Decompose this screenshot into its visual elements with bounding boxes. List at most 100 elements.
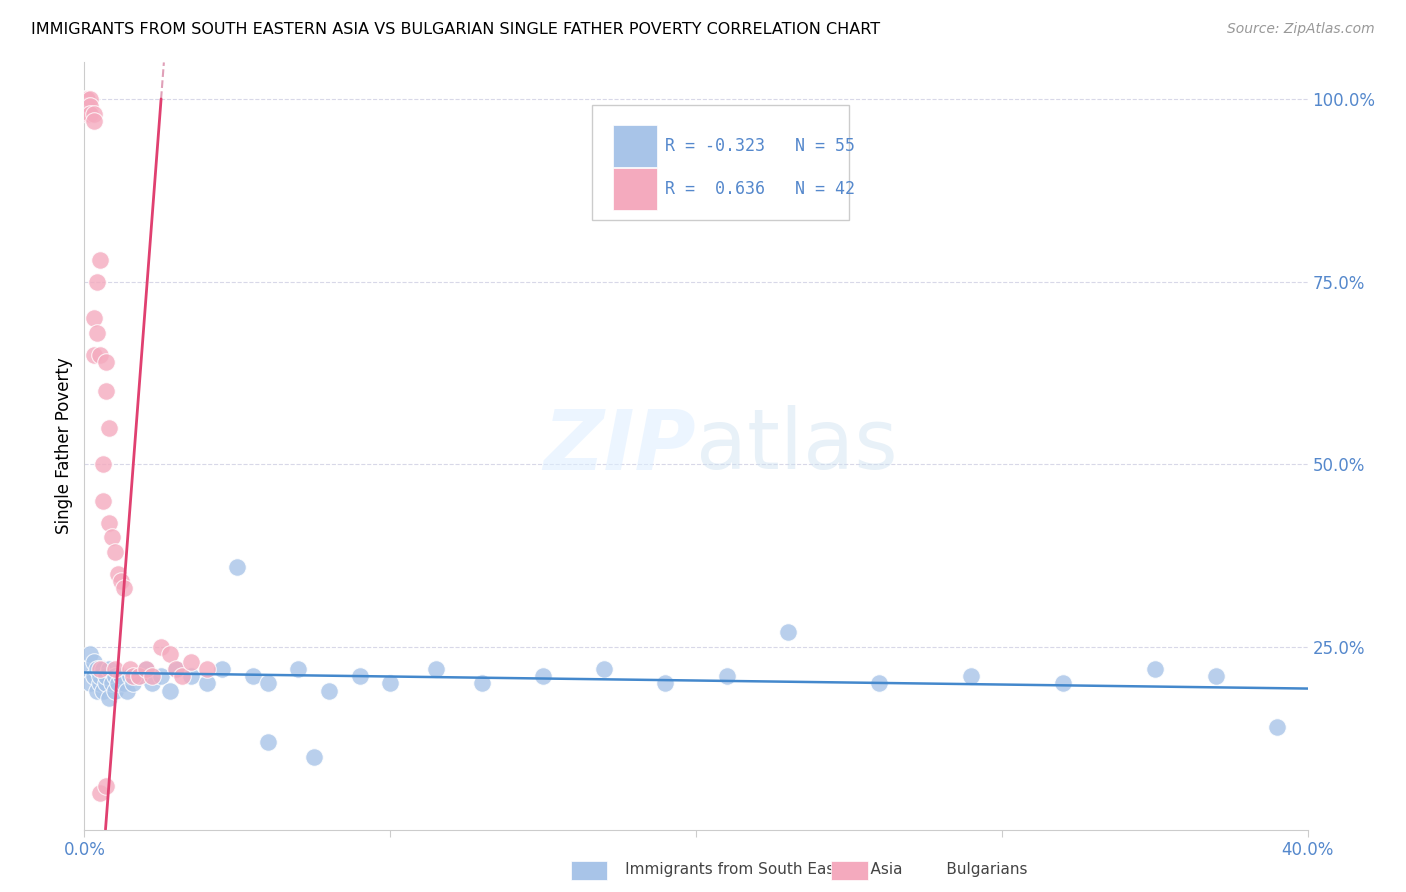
Point bbox=[94, 384, 117, 399]
FancyBboxPatch shape bbox=[613, 169, 657, 210]
Point bbox=[593, 662, 616, 676]
Point bbox=[97, 421, 120, 435]
Point bbox=[318, 683, 340, 698]
Point bbox=[97, 516, 120, 530]
Point bbox=[180, 655, 202, 669]
Point bbox=[75, 92, 97, 106]
Point bbox=[471, 676, 494, 690]
Point bbox=[149, 669, 172, 683]
Point bbox=[86, 326, 108, 340]
Point bbox=[76, 92, 98, 106]
Point bbox=[79, 99, 101, 113]
Point bbox=[122, 676, 145, 690]
Point bbox=[135, 662, 157, 676]
Point bbox=[91, 683, 114, 698]
Point bbox=[86, 683, 108, 698]
Point bbox=[89, 676, 111, 690]
Point bbox=[135, 662, 157, 676]
Point bbox=[380, 676, 402, 690]
Point bbox=[107, 566, 129, 581]
Point bbox=[83, 348, 105, 362]
Point bbox=[91, 493, 114, 508]
Point bbox=[716, 669, 738, 683]
Point bbox=[869, 676, 891, 690]
Point bbox=[159, 647, 181, 661]
Point bbox=[79, 92, 101, 106]
Point bbox=[531, 669, 554, 683]
Text: atlas: atlas bbox=[696, 406, 897, 486]
Point bbox=[165, 662, 187, 676]
Point bbox=[89, 348, 111, 362]
Point bbox=[349, 669, 371, 683]
Point bbox=[287, 662, 309, 676]
Text: ZIP: ZIP bbox=[543, 406, 696, 486]
Point bbox=[91, 457, 114, 471]
Point bbox=[94, 355, 117, 369]
Point bbox=[960, 669, 983, 683]
Point bbox=[101, 676, 124, 690]
FancyBboxPatch shape bbox=[592, 104, 849, 219]
Point bbox=[76, 92, 98, 106]
Point bbox=[76, 106, 98, 120]
Point bbox=[83, 669, 105, 683]
Point bbox=[120, 669, 142, 683]
Point bbox=[226, 559, 249, 574]
Point bbox=[104, 662, 127, 676]
Point bbox=[86, 275, 108, 289]
Point bbox=[112, 676, 135, 690]
Point bbox=[211, 662, 233, 676]
Point bbox=[97, 691, 120, 706]
Point bbox=[91, 662, 114, 676]
Point bbox=[180, 669, 202, 683]
Point bbox=[302, 749, 325, 764]
Y-axis label: Single Father Poverty: Single Father Poverty bbox=[55, 358, 73, 534]
Point bbox=[104, 683, 127, 698]
Point bbox=[1205, 669, 1227, 683]
Point bbox=[776, 625, 799, 640]
Point bbox=[89, 252, 111, 267]
Point bbox=[86, 662, 108, 676]
Point bbox=[120, 662, 142, 676]
Point bbox=[128, 669, 150, 683]
Point bbox=[1265, 720, 1288, 734]
Text: Immigrants from South Eastern Asia         Bulgarians: Immigrants from South Eastern Asia Bulga… bbox=[591, 863, 1026, 877]
Point bbox=[89, 669, 111, 683]
Point bbox=[107, 676, 129, 690]
Point bbox=[112, 582, 135, 596]
Point bbox=[89, 786, 111, 800]
Point bbox=[257, 735, 280, 749]
Point bbox=[79, 676, 101, 690]
Point bbox=[141, 669, 163, 683]
Point bbox=[165, 662, 187, 676]
Point bbox=[425, 662, 447, 676]
Point bbox=[1143, 662, 1166, 676]
FancyBboxPatch shape bbox=[613, 126, 657, 167]
Point bbox=[83, 311, 105, 326]
Point bbox=[172, 669, 194, 683]
Text: Source: ZipAtlas.com: Source: ZipAtlas.com bbox=[1227, 22, 1375, 37]
Point bbox=[159, 683, 181, 698]
Point bbox=[94, 779, 117, 793]
Point bbox=[97, 662, 120, 676]
Point bbox=[195, 662, 218, 676]
Point bbox=[101, 530, 124, 544]
Point bbox=[83, 114, 105, 128]
Point bbox=[149, 640, 172, 654]
Point bbox=[83, 106, 105, 120]
Point bbox=[195, 676, 218, 690]
Point bbox=[242, 669, 264, 683]
Point bbox=[654, 676, 676, 690]
Point bbox=[94, 669, 117, 683]
Point bbox=[76, 662, 98, 676]
Text: R = -0.323   N = 55: R = -0.323 N = 55 bbox=[665, 137, 855, 155]
Point bbox=[94, 676, 117, 690]
Point bbox=[1052, 676, 1074, 690]
Point bbox=[122, 669, 145, 683]
Point bbox=[104, 545, 127, 559]
Point bbox=[128, 669, 150, 683]
Point bbox=[115, 683, 138, 698]
Text: IMMIGRANTS FROM SOUTH EASTERN ASIA VS BULGARIAN SINGLE FATHER POVERTY CORRELATIO: IMMIGRANTS FROM SOUTH EASTERN ASIA VS BU… bbox=[31, 22, 880, 37]
Point bbox=[104, 669, 127, 683]
Point bbox=[79, 106, 101, 120]
Point bbox=[110, 669, 132, 683]
